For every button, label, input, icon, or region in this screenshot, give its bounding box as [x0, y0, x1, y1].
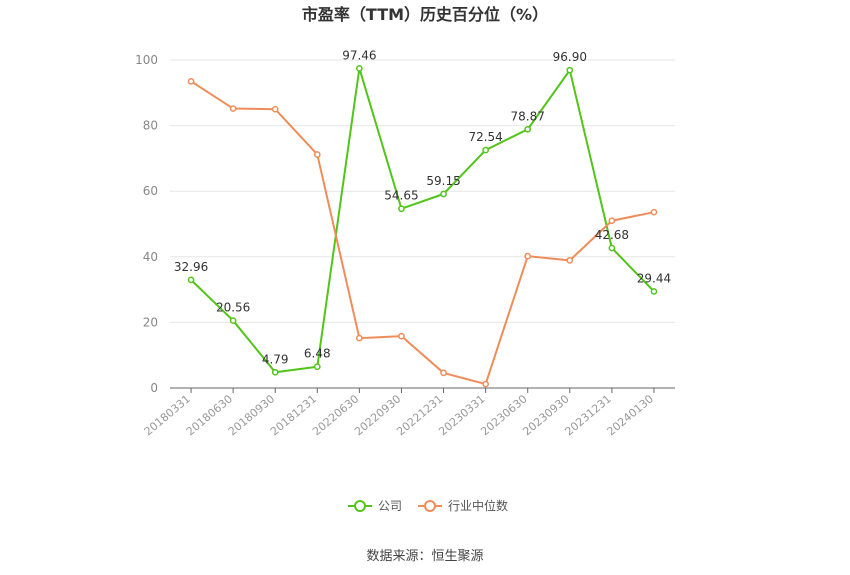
source-note: 数据来源：恒生聚源	[366, 549, 483, 564]
chart-title: 市盈率（TTM）历史百分位（%）	[302, 5, 548, 24]
data-label: 6.48	[304, 347, 331, 361]
x-tick-label: 20240130	[605, 392, 656, 438]
data-point[interactable]	[398, 332, 405, 340]
y-tick-label: 20	[143, 315, 158, 329]
data-point[interactable]	[313, 151, 321, 158]
data-label: 20.56	[216, 301, 250, 315]
data-label: 54.65	[384, 189, 418, 203]
data-point[interactable]	[356, 64, 363, 72]
data-labels: 32.96 20.56 4.79 6.48 97.46 54.65 59.15 72.54 78…	[174, 48, 671, 366]
data-point[interactable]	[608, 244, 616, 252]
axes: 0204060801002018033120180630201809302018…	[135, 53, 675, 438]
data-label: 29.44	[637, 271, 671, 285]
y-tick-label: 0	[150, 381, 158, 395]
data-point[interactable]	[187, 77, 195, 85]
data-label: 4.79	[262, 352, 289, 366]
data-point[interactable]	[608, 217, 616, 225]
legend[interactable]: 公司 行业中位数	[348, 498, 508, 513]
legend-item[interactable]: 公司	[348, 499, 402, 513]
data-point[interactable]	[229, 317, 237, 324]
data-point[interactable]	[356, 334, 363, 342]
legend-label: 公司	[378, 499, 402, 513]
y-tick-label: 60	[143, 184, 158, 198]
data-label: 96.90	[553, 50, 587, 64]
data-point[interactable]	[566, 257, 574, 264]
legend-marker	[354, 500, 366, 512]
data-label: 78.87	[511, 109, 545, 123]
data-point[interactable]	[440, 369, 447, 377]
data-point[interactable]	[482, 146, 489, 154]
series-line	[190, 80, 655, 386]
data-point[interactable]	[482, 380, 489, 388]
data-label: 42.68	[595, 228, 629, 242]
series-layer	[187, 64, 658, 388]
legend-label: 行业中位数	[448, 498, 508, 513]
data-point[interactable]	[566, 66, 574, 74]
y-tick-label: 80	[143, 119, 158, 133]
data-point[interactable]	[229, 105, 237, 112]
data-point[interactable]	[440, 190, 447, 198]
y-tick-label: 40	[143, 250, 158, 264]
data-point[interactable]	[313, 363, 321, 371]
data-point[interactable]	[271, 368, 279, 376]
data-label: 97.46	[342, 48, 376, 62]
data-point[interactable]	[650, 208, 658, 216]
data-point[interactable]	[524, 125, 532, 133]
data-point[interactable]	[650, 288, 658, 295]
data-label: 59.15	[426, 174, 460, 188]
grid	[170, 59, 675, 323]
data-point[interactable]	[187, 276, 195, 284]
y-tick-label: 100	[135, 53, 158, 67]
data-point[interactable]	[271, 105, 279, 113]
data-label: 32.96	[174, 260, 208, 274]
legend-item[interactable]: 行业中位数	[418, 498, 508, 513]
data-point[interactable]	[398, 205, 405, 213]
series-line	[190, 67, 655, 374]
legend-marker	[424, 500, 436, 512]
data-point[interactable]	[524, 252, 532, 260]
data-label: 72.54	[468, 130, 502, 144]
